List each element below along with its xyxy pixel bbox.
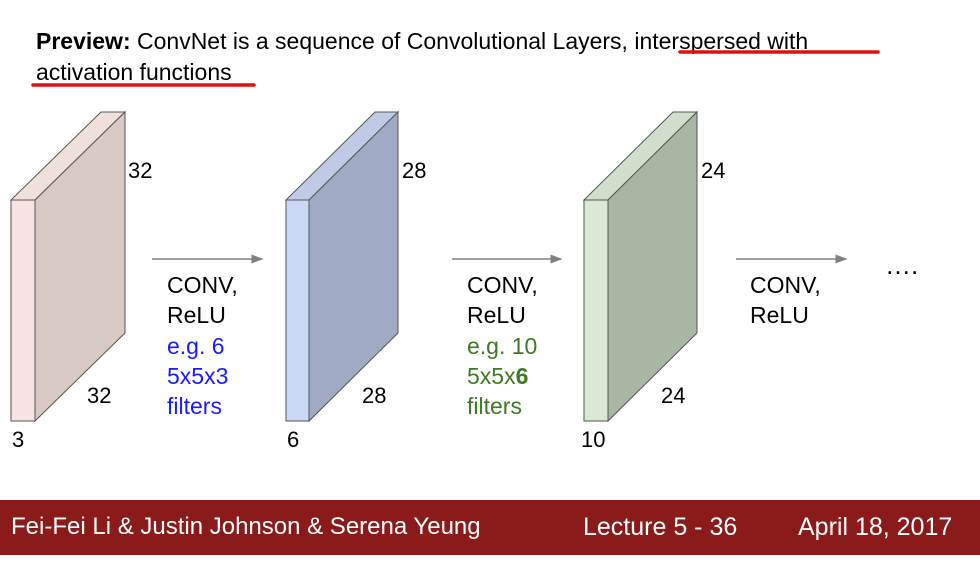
volume-conv2-side	[607, 110, 698, 423]
step-1-example-line2: 5x5x3	[167, 363, 228, 389]
step-2-example-filter-depth: 6	[516, 363, 529, 389]
volume-conv2-depth-label: 10	[581, 427, 605, 452]
volume-input-depth-label: 3	[12, 427, 24, 452]
footer-bar: Fei-Fei Li & Justin Johnson & Serena Yeu…	[0, 500, 980, 555]
volume-input-width-label: 32	[87, 383, 111, 408]
volume-conv1-front	[285, 199, 310, 422]
step-1-op-line2: ReLU	[167, 302, 226, 328]
volume-conv1-side	[308, 110, 399, 423]
step-1-example-line3: filters	[167, 393, 222, 419]
headline-underlined-2: activation functions	[36, 59, 232, 85]
step-2-example-line1: e.g. 10	[467, 333, 537, 359]
volume-input-height-label: 32	[128, 158, 152, 183]
volume-conv2-height-label: 24	[701, 158, 725, 183]
convnet-diagram: 32 32 3 28 28 6 24 24 10 CONV,	[9, 50, 918, 452]
headline-prefix: Preview:	[36, 28, 131, 54]
continuation-ellipsis: ….	[885, 250, 918, 280]
headline: Preview: ConvNet is a sequence of Convol…	[36, 26, 936, 88]
volume-conv2-width-label: 24	[661, 383, 685, 408]
step-2-labels: CONV, ReLU e.g. 10 5x5x6 filters	[467, 272, 538, 419]
step-1-example-line1: e.g. 6	[167, 333, 225, 359]
footer-lecture: Lecture 5 - 36	[583, 513, 738, 541]
step-3-op-line2: ReLU	[750, 302, 809, 328]
volume-conv1-width-label: 28	[362, 383, 386, 408]
volume-conv1-height-label: 28	[402, 158, 426, 183]
volume-input-front	[10, 199, 36, 422]
volume-conv1-depth-label: 6	[287, 427, 299, 452]
headline-text: ConvNet is a sequence of Convolutional L…	[130, 28, 628, 54]
volume-conv2-front	[583, 199, 609, 422]
step-1-labels: CONV, ReLU e.g. 6 5x5x3 filters	[167, 272, 238, 419]
step-1-example-filter-size: 5x5x3	[167, 363, 228, 389]
volume-conv1: 28 28 6	[284, 110, 426, 452]
step-2-op-line1: CONV,	[467, 272, 538, 298]
step-2-example-line3: filters	[467, 393, 522, 419]
step-1-op-line1: CONV,	[167, 272, 238, 298]
footer-authors: Fei-Fei Li & Justin Johnson & Serena Yeu…	[11, 513, 481, 540]
volume-conv2: 24 24 10	[581, 110, 725, 452]
step-2-example-line2: 5x5x6	[467, 363, 528, 389]
step-3-labels: CONV, ReLU	[750, 272, 821, 328]
volume-input-side	[34, 110, 126, 423]
volume-input: 32 32 3	[9, 110, 152, 452]
headline-underlined-1: interspersed with	[627, 28, 809, 54]
footer-date: April 18, 2017	[798, 513, 953, 541]
step-2-op-line2: ReLU	[467, 302, 526, 328]
step-3-op-line1: CONV,	[750, 272, 821, 298]
step-2-example-filter-size: 5x5x	[467, 363, 516, 389]
